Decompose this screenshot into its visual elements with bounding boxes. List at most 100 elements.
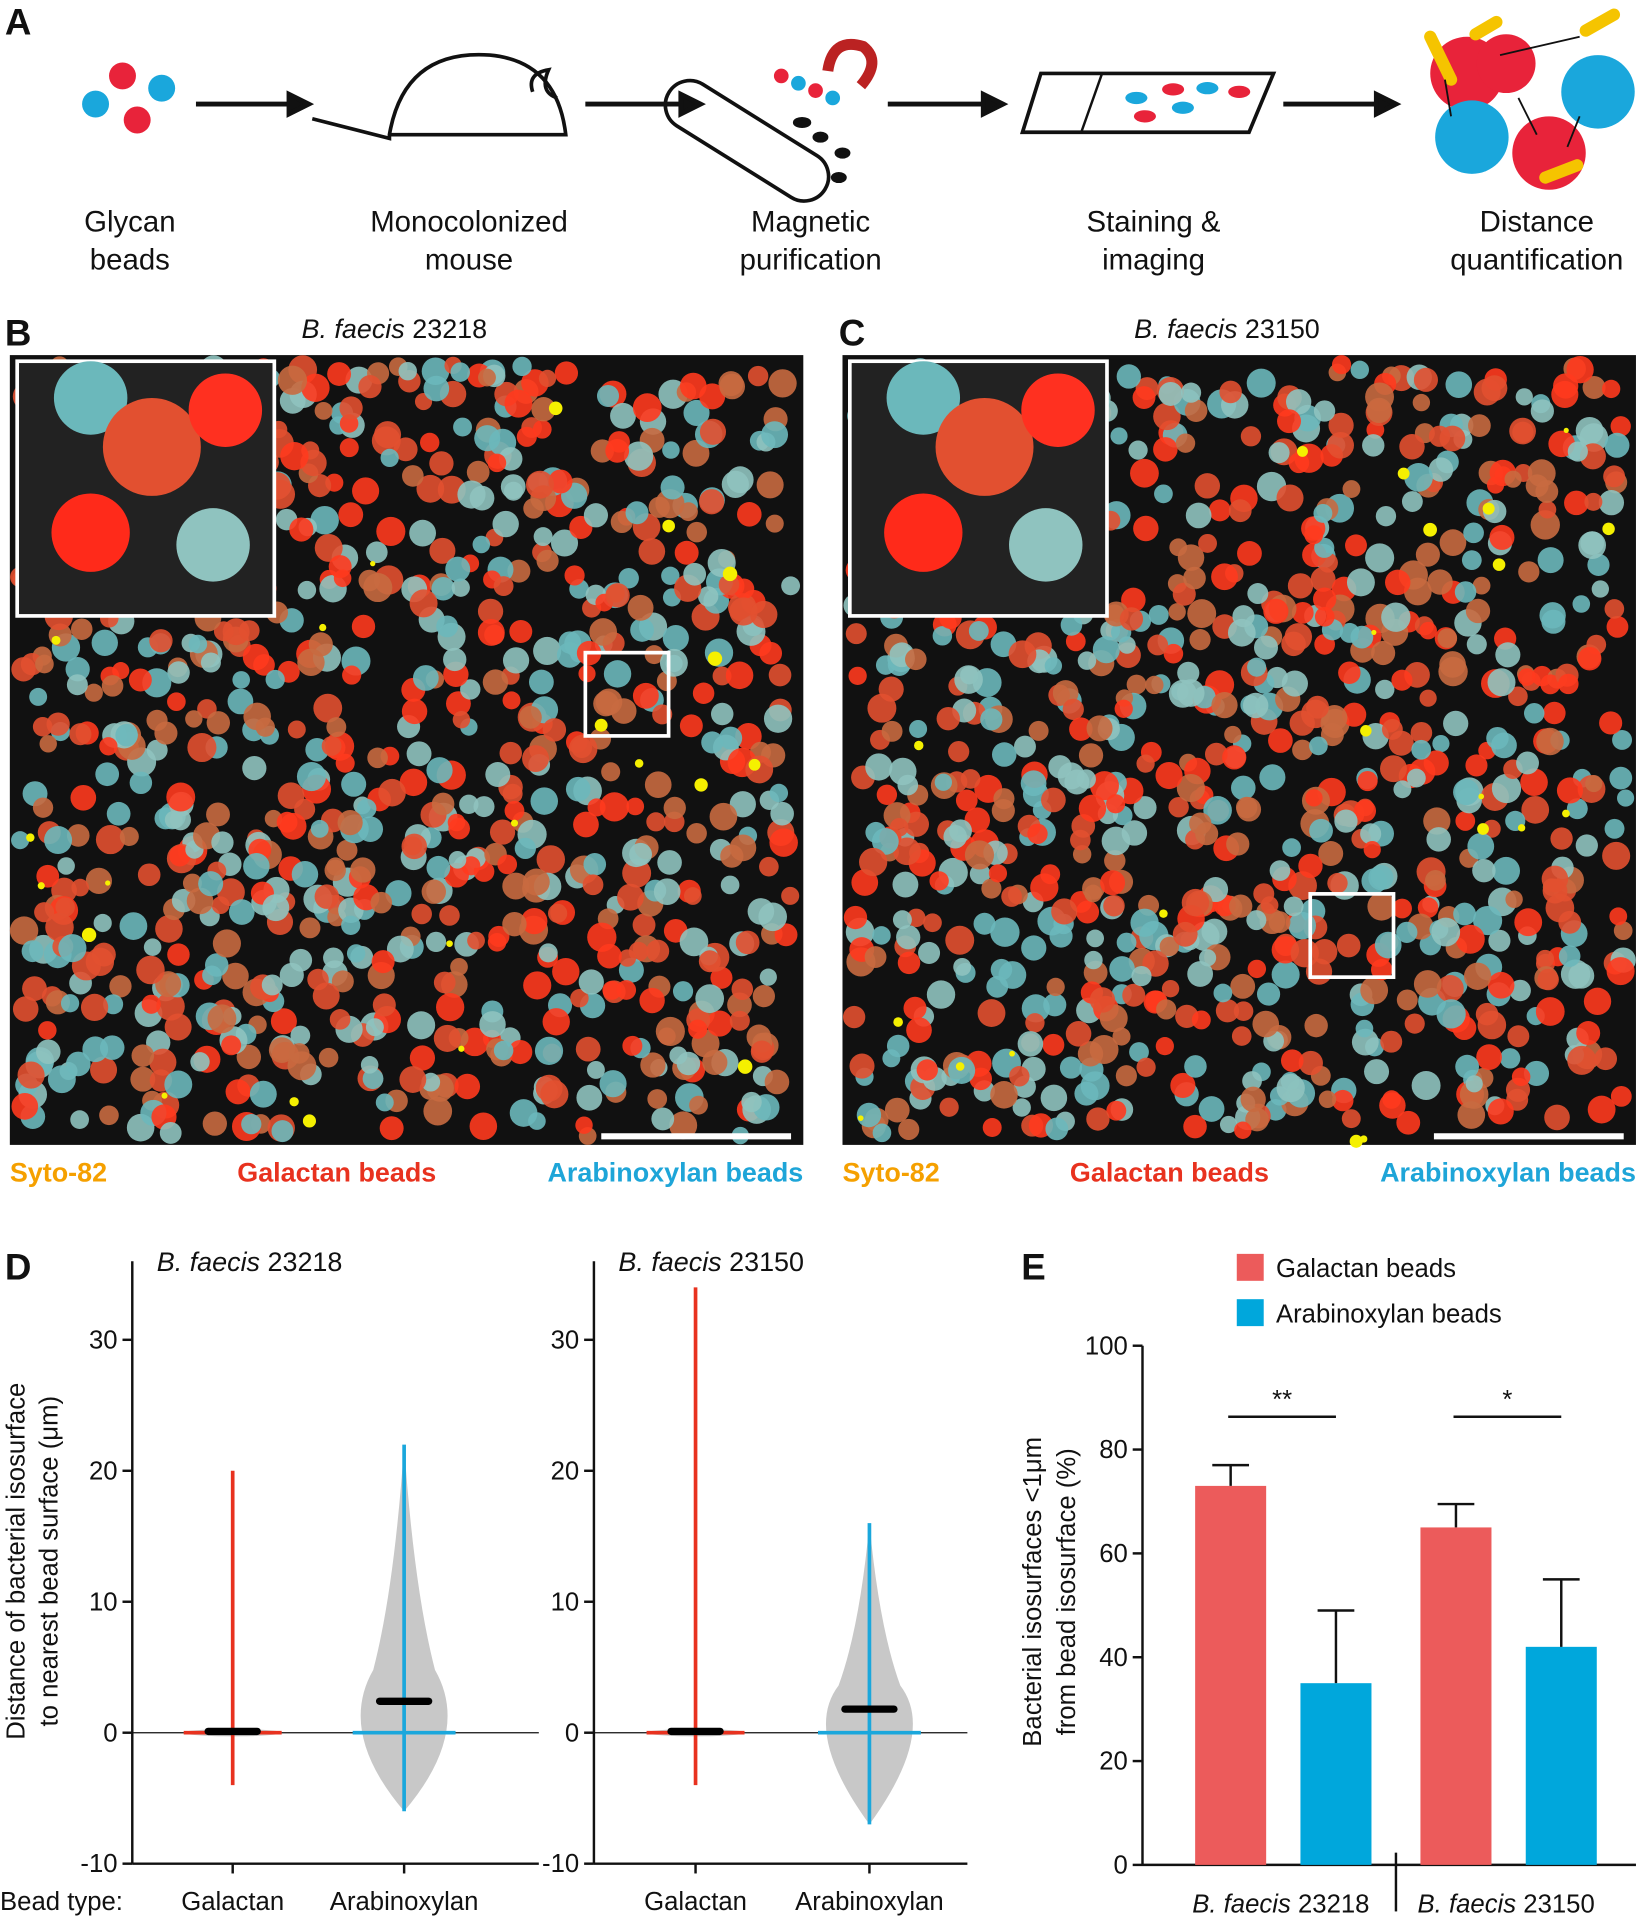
bead — [426, 855, 451, 880]
bead — [907, 908, 926, 928]
bead — [321, 736, 342, 756]
bead — [1176, 679, 1205, 707]
bead — [1366, 397, 1392, 424]
bead — [1048, 755, 1072, 779]
bead — [706, 1010, 733, 1037]
bead — [1482, 819, 1501, 838]
bead — [425, 931, 447, 953]
bead — [1514, 908, 1543, 937]
bead — [326, 717, 347, 737]
bead — [729, 1010, 750, 1031]
bead — [57, 857, 75, 875]
error-bar — [1317, 1609, 1355, 1684]
bead — [1328, 412, 1354, 438]
bead — [202, 1111, 227, 1136]
bead — [1311, 938, 1338, 965]
bead — [1280, 1049, 1304, 1072]
bead — [679, 927, 709, 957]
bead — [892, 910, 912, 930]
bead — [1104, 850, 1126, 872]
bead — [268, 1037, 295, 1064]
bead — [897, 774, 919, 796]
bead — [143, 938, 162, 956]
bead — [622, 858, 652, 888]
bead — [1247, 959, 1267, 979]
bead — [187, 732, 217, 763]
bead — [1417, 897, 1439, 918]
bead — [34, 902, 55, 923]
bead — [1240, 1086, 1266, 1112]
bead — [103, 994, 124, 1015]
bead — [565, 776, 591, 802]
bead — [918, 941, 941, 964]
bead — [605, 583, 630, 608]
bead — [849, 1053, 875, 1079]
bead — [570, 989, 589, 1008]
bead — [596, 384, 620, 407]
bead — [1153, 437, 1178, 462]
step-label: beads — [90, 243, 170, 276]
x-tick-label: Galactan — [181, 1888, 284, 1916]
bead — [1465, 754, 1488, 777]
bead — [159, 1122, 182, 1144]
bead — [357, 816, 384, 842]
bead — [473, 796, 495, 818]
bead — [1283, 896, 1304, 917]
bead — [1399, 434, 1425, 460]
bead — [1025, 1013, 1045, 1033]
bead — [618, 949, 637, 967]
bead — [536, 845, 566, 874]
bead — [342, 665, 362, 685]
bead — [1136, 1057, 1156, 1077]
bead — [457, 480, 486, 509]
bead — [683, 399, 710, 426]
bead — [1215, 999, 1240, 1023]
bead — [1263, 598, 1289, 624]
bead — [1131, 965, 1152, 987]
bead — [1287, 573, 1314, 599]
bead — [770, 801, 794, 826]
bead — [1158, 382, 1183, 406]
bead — [166, 782, 196, 812]
bead — [115, 723, 138, 747]
bead — [1222, 745, 1247, 770]
bead — [1198, 533, 1217, 553]
bead — [726, 466, 754, 494]
bead — [1181, 888, 1210, 917]
bead — [1116, 364, 1142, 389]
bead — [1043, 993, 1067, 1017]
bead — [1537, 968, 1559, 991]
bead — [411, 903, 432, 925]
bead — [1129, 1042, 1149, 1062]
bead — [1396, 989, 1418, 1011]
bead — [1070, 829, 1091, 851]
bead — [759, 856, 779, 877]
bead — [1338, 661, 1361, 685]
y-tick-label: 0 — [1113, 1851, 1127, 1879]
bead — [686, 521, 708, 543]
y-tick-label: 10 — [89, 1588, 118, 1616]
bead — [313, 693, 343, 723]
bead — [647, 1089, 668, 1109]
bead — [1477, 1010, 1507, 1040]
bead — [1413, 970, 1442, 998]
bead — [1505, 890, 1523, 908]
bead — [207, 1004, 237, 1034]
bead — [379, 1116, 404, 1141]
bacteria — [1397, 467, 1410, 480]
y-axis-label: from bead isosurface (%) — [1053, 1448, 1081, 1735]
bead — [698, 950, 721, 973]
bead — [336, 839, 358, 861]
bead — [1584, 492, 1603, 511]
bead — [578, 969, 604, 995]
bead — [1230, 973, 1256, 999]
bead — [583, 853, 607, 876]
bead — [698, 489, 725, 515]
bead — [1020, 770, 1047, 797]
bead — [538, 369, 557, 388]
bead — [523, 971, 552, 1000]
error-bar — [1437, 1502, 1475, 1528]
bead — [1564, 490, 1589, 516]
bead — [729, 791, 756, 818]
bead — [1201, 918, 1228, 945]
